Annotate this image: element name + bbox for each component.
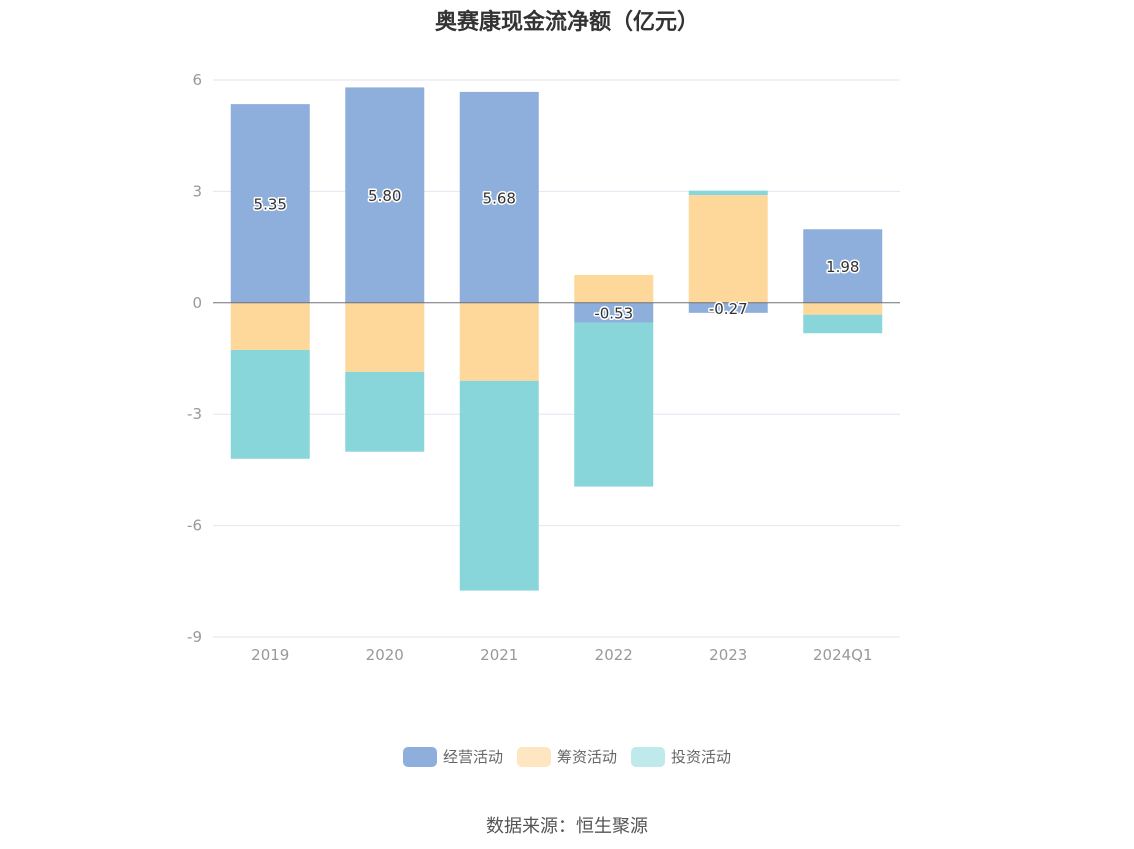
bar-2-2023 (688, 190, 768, 196)
legend-swatch-financing (516, 746, 551, 767)
bar-0-2019 (230, 104, 310, 303)
x-tick-label: 2023 (709, 646, 747, 664)
bar-1-2024Q1 (803, 302, 883, 315)
bar-2-2020 (345, 371, 425, 452)
label-layer: 5.35 5.80 5.68 -0.53 -0.27 1.98 (252, 186, 861, 325)
legend-swatch-operating (402, 746, 437, 767)
bar-2-2021 (459, 380, 539, 591)
data-label: 5.68 (483, 189, 516, 207)
bar-layer (230, 87, 883, 591)
chart-plot: 6 3 0 -3 -6 -9 2019 2020 2021 2022 2023 2024Q1 5.35… (187, 71, 900, 664)
chart-title: 奥赛康现金流净额（亿元） (434, 10, 699, 35)
bar-1-2023 (688, 195, 768, 303)
x-tick-label: 2021 (480, 646, 518, 664)
y-tick-label: -3 (187, 405, 202, 423)
data-label: 1.98 (826, 258, 859, 276)
bar-1-2021 (459, 302, 539, 381)
data-source: 数据来源：恒生聚源 (486, 816, 648, 837)
legend-label-financing: 筹资活动 (556, 748, 617, 766)
bar-0-2020 (345, 87, 425, 303)
x-tick-label: 2019 (251, 646, 289, 664)
y-tick-label: 0 (192, 294, 202, 312)
legend-item-investing[interactable]: 投资活动 (631, 746, 731, 767)
bar-0-2023 (688, 302, 768, 313)
bar-1-2022 (574, 274, 654, 303)
data-label: 5.35 (254, 195, 287, 213)
legend-label-operating: 经营活动 (442, 748, 503, 766)
x-tick-label: 2024Q1 (813, 646, 873, 664)
legend: 经营活动 筹资活动 投资活动 (0, 746, 1134, 767)
bar-2-2024Q1 (803, 314, 883, 334)
x-tick-label: 2022 (595, 646, 633, 664)
bar-0-2022 (574, 302, 654, 323)
x-tick-label: 2020 (366, 646, 404, 664)
bar-2-2019 (230, 349, 310, 459)
data-label: 5.80 (368, 187, 401, 205)
data-label: -0.27 (709, 300, 748, 318)
grid-layer (213, 79, 900, 638)
legend-item-operating[interactable]: 经营活动 (402, 746, 503, 767)
y-tick-label: -9 (187, 628, 202, 646)
data-label: -0.53 (594, 305, 633, 323)
axis-layer: 6 3 0 -3 -6 -9 2019 2020 2021 2022 2023 2024Q1 (187, 71, 900, 664)
y-tick-label: 3 (192, 182, 202, 200)
bar-1-2019 (230, 302, 310, 350)
legend-label-investing: 投资活动 (671, 748, 732, 766)
bar-2-2022 (574, 322, 654, 487)
legend-item-financing[interactable]: 筹资活动 (516, 746, 617, 767)
bar-1-2020 (345, 302, 425, 372)
bar-0-2021 (459, 91, 539, 303)
legend-swatch-investing (631, 746, 665, 767)
y-tick-label: 6 (192, 71, 202, 89)
y-tick-label: -6 (187, 517, 202, 535)
bar-0-2024Q1 (803, 229, 883, 303)
